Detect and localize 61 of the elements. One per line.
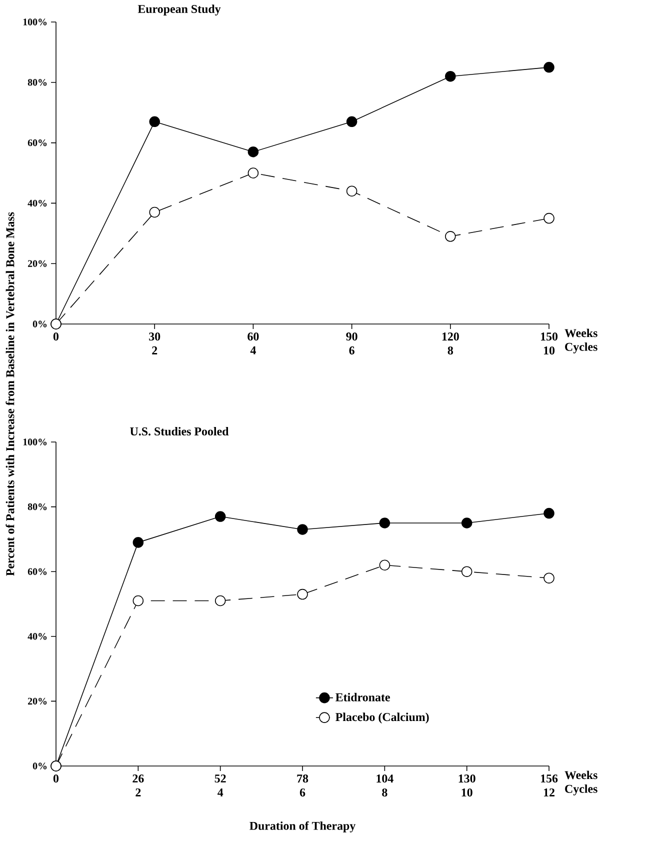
point: [214, 511, 226, 522]
legend-label: Placebo (Calcium): [336, 712, 429, 724]
chart-title: U.S. Studies Pooled: [130, 427, 229, 436]
x-tick-label: 0: [53, 332, 59, 341]
y-tick-label: 100%: [23, 438, 47, 446]
x2-tick-label: 2: [136, 788, 141, 796]
text: Duration of Therapy: [250, 821, 356, 832]
x2-tick-label: 6: [300, 788, 306, 796]
y-tick-label: 60%: [28, 568, 47, 575]
x-tick-label: 104: [376, 774, 394, 783]
point: [379, 518, 390, 528]
point: [346, 186, 358, 196]
point: [445, 70, 456, 82]
legend-label: Etidronate: [336, 692, 390, 702]
y-tick-label: 60%: [28, 139, 47, 146]
x-tick-label: 60: [248, 332, 259, 341]
x-tick-label: 150: [540, 332, 558, 341]
point: [214, 595, 226, 606]
point: [544, 62, 554, 73]
x-tick-label: 130: [458, 774, 476, 783]
chart-title: European Study: [138, 4, 221, 16]
x-tick-label: 52: [214, 774, 226, 783]
x2-tick-label: 10: [544, 346, 555, 354]
y-tick-label: 100%: [23, 18, 47, 26]
y-tick-label: 0%: [32, 320, 47, 328]
x-tick-label: 30: [149, 332, 160, 341]
point: [461, 518, 472, 528]
point: [297, 524, 308, 535]
y-tick-label: 80%: [28, 503, 47, 510]
point: [149, 116, 160, 128]
x-axis-title: Weeks: [564, 328, 598, 338]
point: [445, 231, 456, 242]
point: [346, 116, 358, 128]
x2-tick-label: 12: [544, 788, 554, 796]
x2-axis-title: Cycles: [565, 784, 598, 796]
y-axis-title: Percent of Patients with Increase from Baseline in Vertebral Bone Mass: [6, 212, 14, 576]
x-tick-label: 78: [297, 774, 308, 783]
x2-tick-label: 10: [462, 788, 472, 797]
x2-tick-label: 8: [382, 788, 388, 797]
x-tick-label: 120: [442, 332, 459, 341]
x-tick-label: 156: [540, 774, 558, 783]
x2-axis-title: Cycles: [565, 342, 598, 354]
x2-tick-label: 6: [349, 346, 354, 354]
x2-tick-label: 2: [152, 346, 158, 354]
point: [132, 537, 144, 548]
y-tick-label: 40%: [28, 200, 47, 207]
point: [132, 595, 144, 606]
x2-tick-label: 8: [448, 346, 453, 354]
point: [248, 146, 259, 158]
x-axis-title: Weeks: [564, 770, 598, 780]
x-tick-label: 26: [132, 774, 144, 783]
x2-tick-label: 4: [250, 346, 256, 354]
y-tick-label: 80%: [28, 79, 47, 86]
y-tick-label: 20%: [28, 260, 47, 267]
y-tick-label: 20%: [28, 698, 47, 705]
y-tick-label: 0%: [32, 762, 47, 770]
x-tick-label: 90: [346, 332, 358, 341]
x2-tick-label: 4: [218, 788, 224, 796]
x-tick-label: 0: [53, 774, 59, 783]
point: [544, 508, 554, 519]
y-tick-label: 40%: [28, 633, 47, 640]
